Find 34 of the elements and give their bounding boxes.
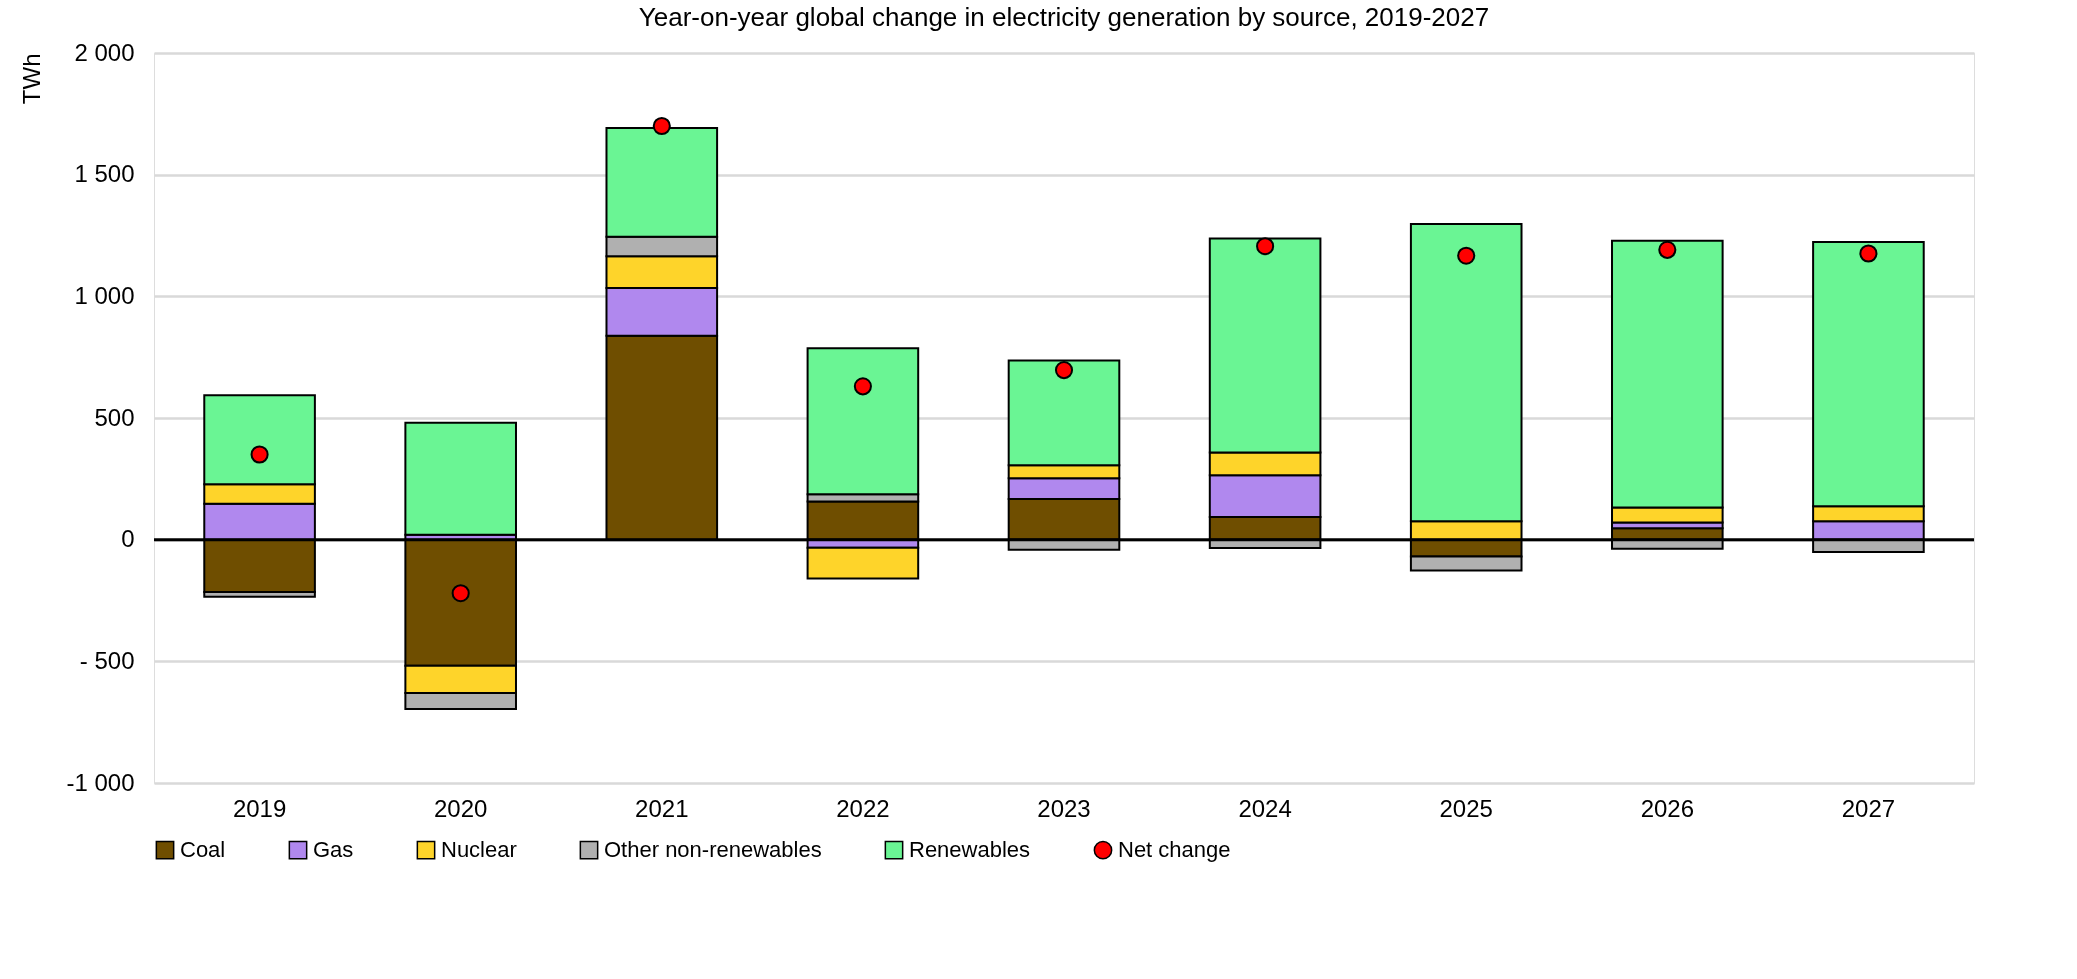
chart-title: Year-on-year global change in electricity generation by source, 2019-2027 (638, 2, 1490, 32)
y-tick-label: -1 000 (66, 768, 135, 796)
point (652, 116, 671, 136)
x-tick-label: 2027 (1841, 794, 1896, 822)
x-tick-label: 2021 (635, 794, 689, 822)
legend-label: Coal (180, 837, 226, 863)
legend-label: Nuclear (441, 837, 517, 863)
point (1658, 240, 1677, 259)
legend-label: Other non-renewables (604, 837, 822, 863)
legend-label: Renewables (909, 837, 1031, 863)
point (451, 584, 470, 603)
y-axis-title: TWh (17, 53, 45, 105)
point (1859, 244, 1878, 263)
point (1457, 246, 1476, 265)
point (1256, 237, 1275, 256)
point (853, 377, 872, 396)
y-tick-label: 2 000 (74, 38, 135, 66)
x-tick-label: 2026 (1640, 794, 1695, 822)
y-tick-label: 0 (121, 525, 135, 553)
legend-label: Net change (1118, 837, 1231, 863)
point (1054, 361, 1074, 380)
y-tick-label: 1 500 (74, 160, 135, 188)
x-tick-label: 2023 (1037, 794, 1091, 822)
x-tick-label: 2019 (232, 794, 287, 822)
y-tick-label: 1 000 (74, 281, 135, 309)
point (250, 445, 269, 464)
x-tick-label: 2020 (433, 794, 488, 822)
x-tick-label: 2022 (836, 794, 890, 822)
x-tick-label: 2025 (1439, 794, 1493, 822)
y-tick-label: - 500 (79, 646, 135, 674)
legend-label: Gas (313, 837, 354, 863)
y-tick-label: 500 (94, 403, 135, 431)
bar (404, 421, 517, 536)
x-tick-label: 2024 (1238, 794, 1292, 822)
